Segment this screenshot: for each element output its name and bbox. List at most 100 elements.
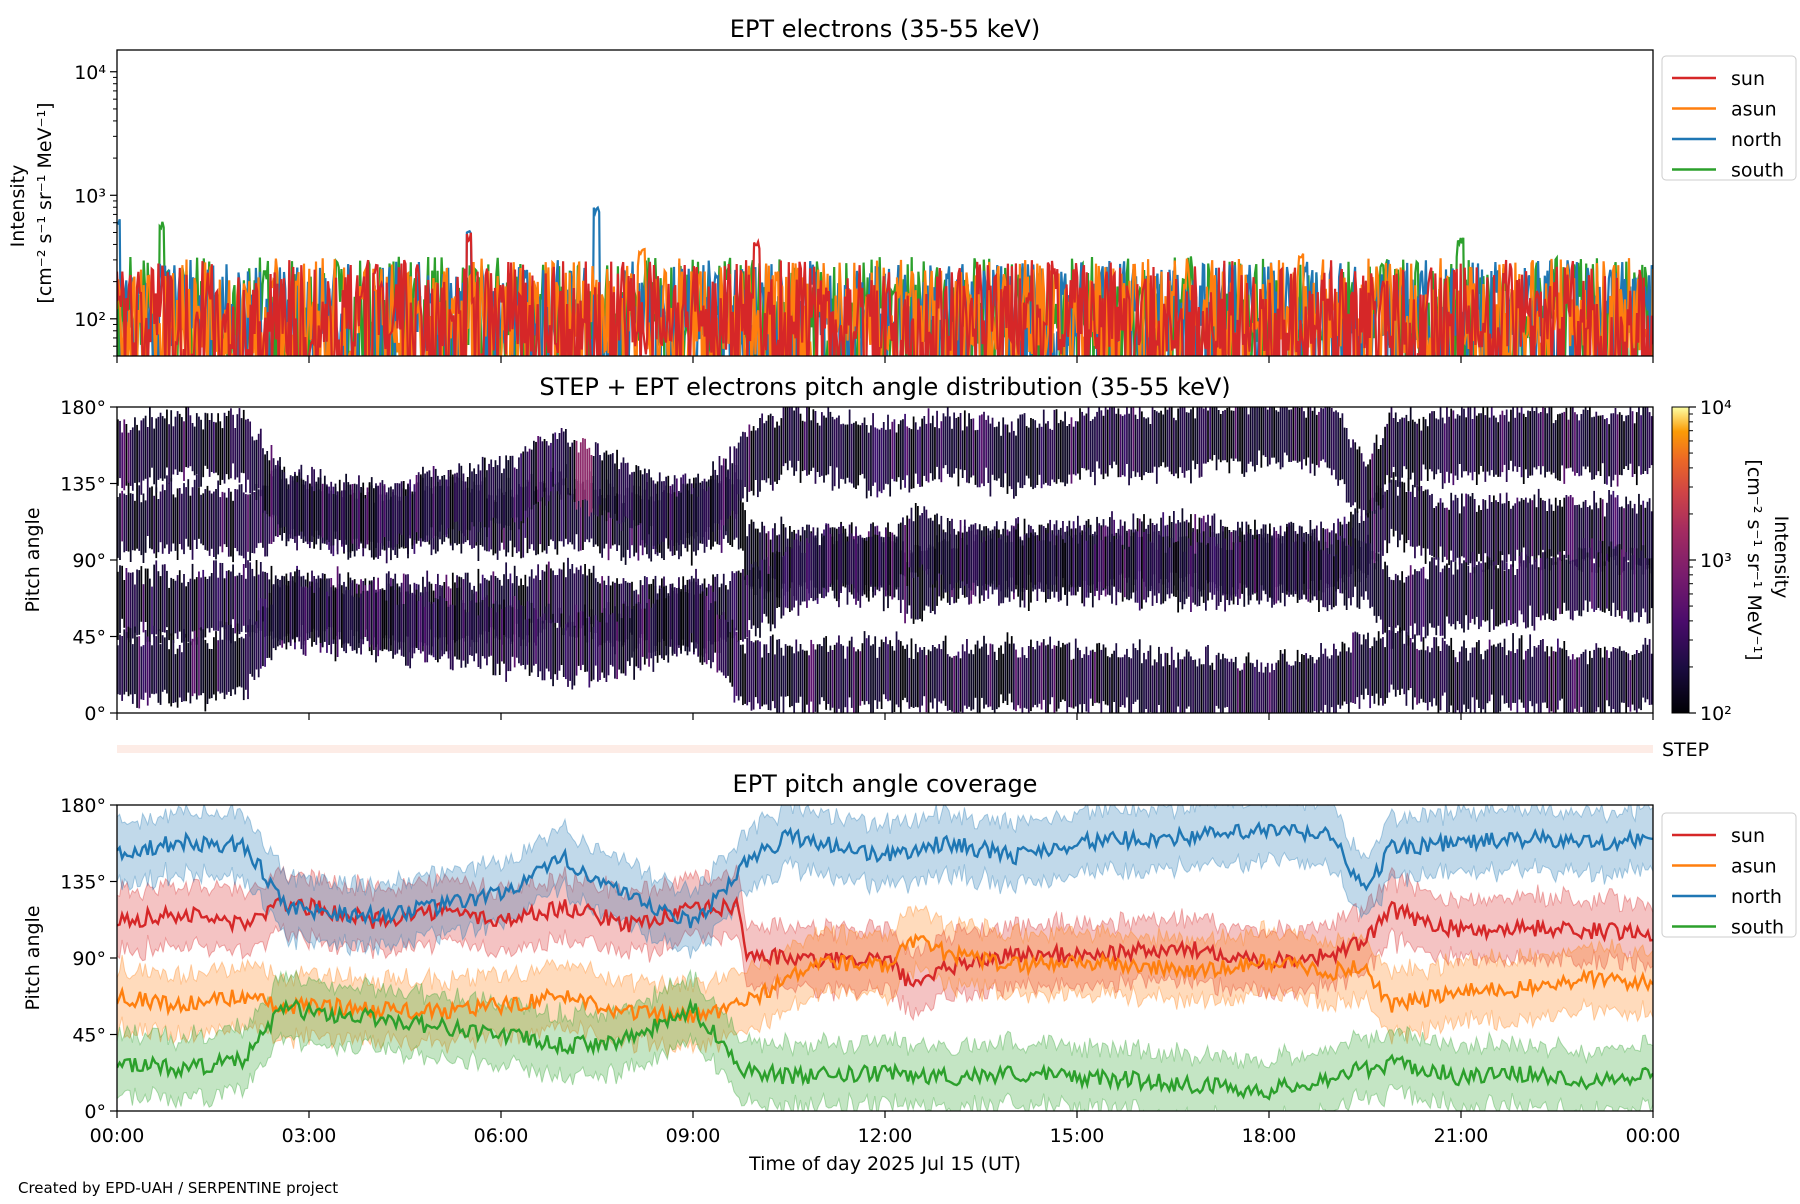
heatmap-cell [349,494,352,553]
y-tick-label: 180° [60,397,106,419]
heatmap-cell [328,493,330,542]
heatmap-cell [409,593,412,669]
heatmap-cell [1315,537,1318,601]
heatmap-cell [174,416,177,470]
heatmap-cell [274,465,277,516]
heatmap-cell [1486,649,1489,704]
heatmap-cell [825,417,828,476]
heatmap-cell [648,469,650,535]
heatmap-cell [934,427,936,480]
heatmap-cell [178,488,181,544]
heatmap-cell [1424,419,1427,470]
heatmap-cell [505,562,508,637]
heatmap-cell [257,574,260,629]
heatmap-cell [274,575,277,651]
heatmap-cell [136,424,138,488]
heatmap-cell [375,486,377,558]
panel-1-x-ticks [116,356,1654,363]
heatmap-cell [1145,528,1148,603]
heatmap-cell [1597,647,1600,708]
heatmap-cell [1217,410,1220,460]
heatmap-cell [620,618,623,674]
heatmap-cell [1143,532,1145,600]
heatmap-cell [142,418,145,481]
heatmap-cell [1360,547,1363,597]
heatmap-cell [1441,568,1444,636]
heatmap-cell [1471,551,1474,619]
heatmap-cell [127,572,130,638]
heatmap-cell [936,648,938,713]
heatmap-cell [1510,409,1512,461]
heatmap-cell [1198,658,1201,713]
heatmap-cell [490,495,493,550]
heatmap-cell [961,532,964,582]
heatmap-cell [1640,504,1642,566]
heatmap-cell [134,626,136,695]
heatmap-cell [1307,407,1310,458]
heatmap-cell [774,654,776,709]
heatmap-cell [520,453,522,522]
heatmap-cell [287,580,290,643]
heatmap-cell [1614,648,1617,713]
heatmap-cell [1365,466,1367,516]
heatmap-cell [1390,631,1393,685]
heatmap-cell [1213,669,1216,713]
heatmap-cell [296,482,298,551]
heatmap-cell [1488,557,1491,632]
heatmap-cell [697,584,700,657]
heatmap-cell [1497,502,1500,565]
heatmap-cell [360,593,362,655]
heatmap-cell [791,548,793,611]
heatmap-cell [253,621,256,680]
heatmap-cell [601,576,604,646]
heatmap-cell [554,623,557,675]
heatmap-cell [287,489,290,541]
heatmap-cell [1638,407,1640,467]
heatmap-cell [552,613,554,687]
heatmap-cell [963,410,966,471]
heatmap-cell [1375,640,1378,694]
heatmap-cell [1433,557,1436,628]
heatmap-cell [541,570,544,624]
heatmap-cell [1132,407,1135,472]
heatmap-cell [1023,655,1026,708]
heatmap-cell [558,471,561,542]
heatmap-cell [776,421,778,484]
heatmap-cell [1392,418,1395,467]
heatmap-cell [797,651,800,703]
heatmap-cell [1254,539,1256,593]
heatmap-cell [567,442,569,495]
heatmap-cell [289,476,292,539]
heatmap-cell [185,586,188,638]
heatmap-cell [379,482,382,544]
heatmap-cell [1584,649,1587,713]
heatmap-cell [955,534,958,583]
heatmap-cell [665,598,668,646]
heatmap-cell [385,600,388,650]
heatmap-cell [957,416,960,487]
heatmap-cell [146,568,149,642]
heatmap-cell [1586,507,1589,558]
heatmap-cell [737,479,740,550]
heatmap-cell [919,546,921,619]
heatmap-cell [976,529,979,581]
heatmap-cell [746,575,749,638]
heatmap-cell [1318,657,1320,713]
heatmap-cell [176,488,179,560]
heatmap-cell [1177,408,1180,479]
heatmap-cell [761,413,764,481]
heatmap-cell [810,420,813,471]
heatmap-cell [125,495,128,551]
heatmap-cell [1463,408,1465,472]
heatmap-cell [373,488,375,560]
heatmap-cell [1111,653,1113,713]
heatmap-cell [1266,542,1269,602]
heatmap-cell [1435,418,1438,475]
heatmap-cell [1533,559,1536,631]
heatmap-cell [1633,654,1636,711]
heatmap-cell [577,481,580,552]
heatmap-cell [1102,644,1105,702]
heatmap-cell [983,635,985,709]
heatmap-cell [1358,540,1361,609]
heatmap-cell [253,576,256,625]
